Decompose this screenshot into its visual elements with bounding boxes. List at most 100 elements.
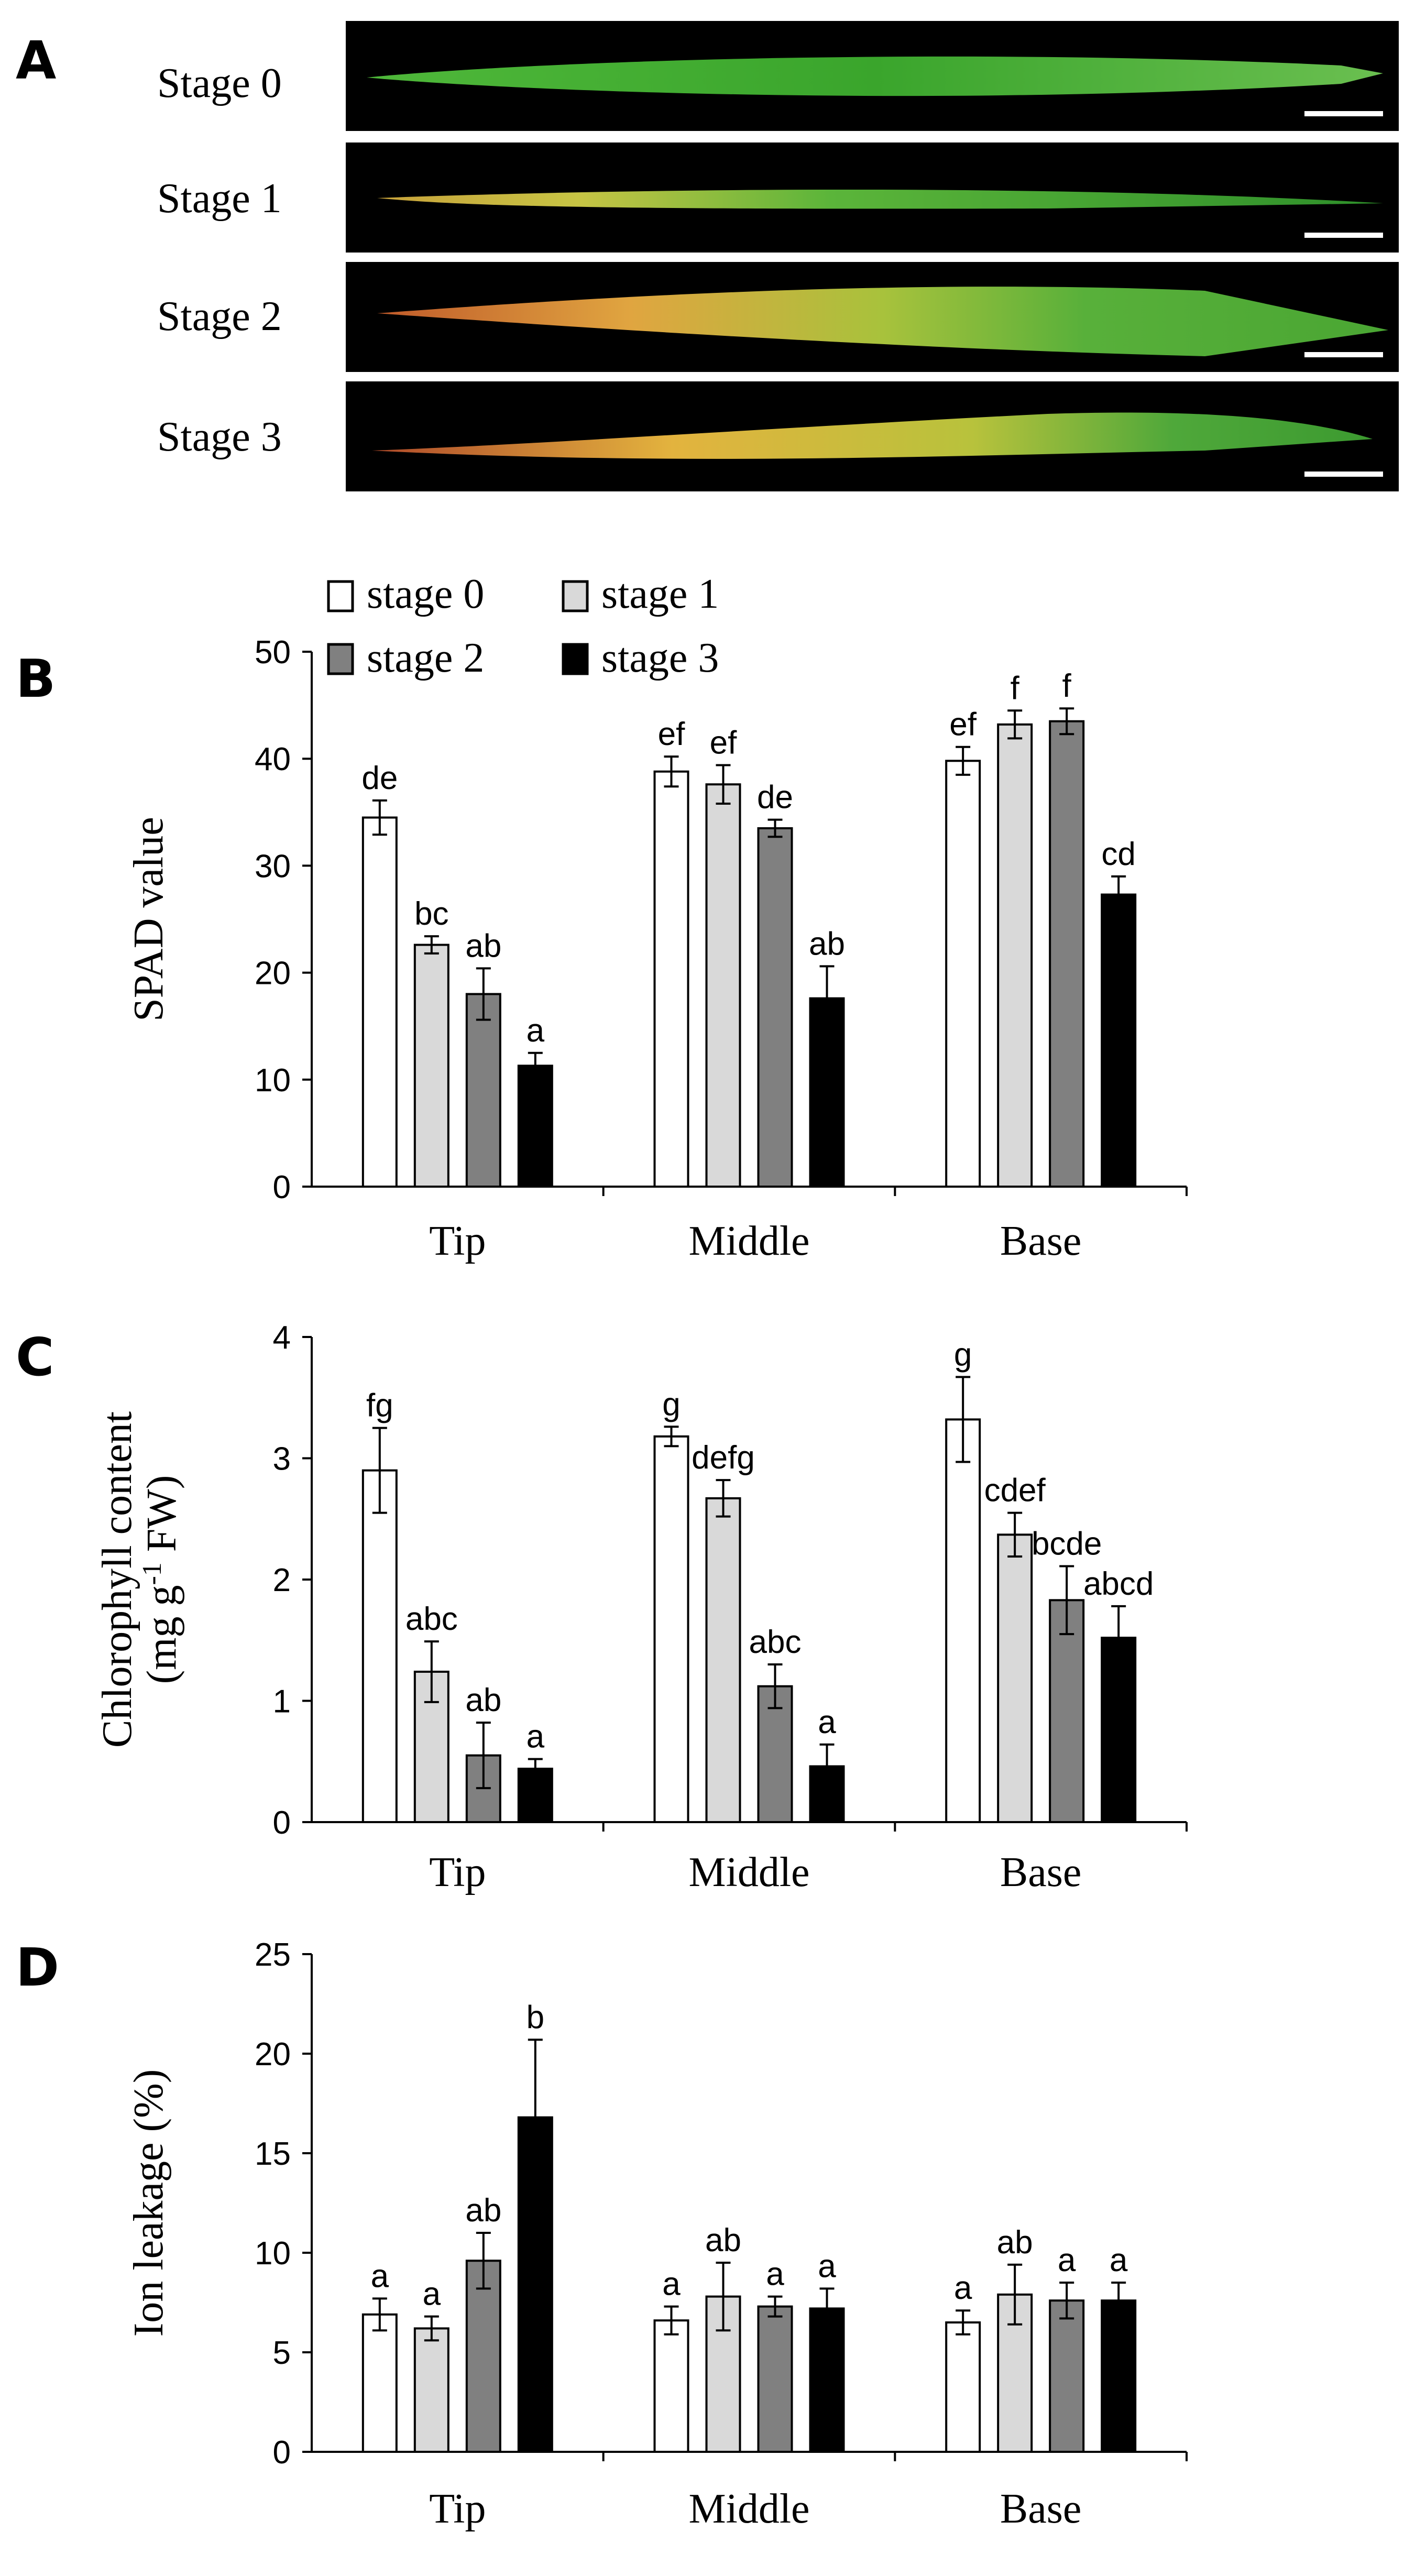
significance-label: a xyxy=(371,2258,389,2294)
bar xyxy=(361,1469,398,1823)
category-label: Tip xyxy=(429,1849,486,1895)
significance-label: a xyxy=(766,2256,784,2293)
significance-label: ef xyxy=(658,716,685,752)
significance-label: a xyxy=(526,1013,545,1049)
significance-label: a xyxy=(818,1704,836,1740)
y-tick-label: 15 xyxy=(255,2136,291,2172)
y-axis-label: Chlorophyll content xyxy=(94,1411,140,1748)
bar xyxy=(1049,1599,1085,1823)
significance-label: ab xyxy=(705,2222,741,2259)
significance-label: g xyxy=(662,1386,680,1422)
bar xyxy=(413,944,449,1188)
y-tick-label: 50 xyxy=(255,634,291,671)
bar xyxy=(1101,2299,1137,2453)
bar xyxy=(1101,893,1137,1188)
bar xyxy=(757,2305,793,2453)
bar xyxy=(1049,2299,1085,2453)
significance-label: cdef xyxy=(984,1473,1046,1509)
legend-swatch-stage-2 xyxy=(327,643,354,675)
category-label: Tip xyxy=(429,2486,486,2532)
legend-label-stage-3: stage 3 xyxy=(601,635,719,681)
y-tick-label: 30 xyxy=(255,848,291,884)
category-label: Middle xyxy=(688,1218,809,1264)
y-tick-label: 3 xyxy=(273,1441,291,1477)
bar xyxy=(945,2321,981,2453)
stage-label-1: Stage 1 xyxy=(157,176,282,222)
scale-bar xyxy=(1304,472,1383,477)
significance-label: ef xyxy=(949,707,977,743)
bar xyxy=(653,2319,689,2453)
legend-swatch-stage-0 xyxy=(327,580,354,612)
significance-label: fg xyxy=(366,1388,393,1424)
bar xyxy=(361,2313,398,2453)
y-tick-label: 0 xyxy=(273,2435,291,2471)
significance-label: abc xyxy=(749,1624,802,1660)
stage-label-3: Stage 3 xyxy=(157,414,282,460)
y-tick-label: 10 xyxy=(255,2235,291,2272)
leaf-photo-stage-2 xyxy=(346,262,1399,372)
significance-label: abcd xyxy=(1083,1566,1154,1602)
stage-label-2: Stage 2 xyxy=(157,293,282,339)
bar xyxy=(465,993,501,1188)
bar xyxy=(757,827,793,1188)
significance-label: f xyxy=(1062,668,1072,704)
stage-label-0: Stage 0 xyxy=(157,60,282,106)
scale-bar xyxy=(1304,111,1383,116)
bar xyxy=(413,2327,449,2453)
significance-label: bc xyxy=(414,896,448,932)
bar xyxy=(945,760,981,1188)
y-tick-label: 20 xyxy=(255,2036,291,2073)
bar xyxy=(517,1065,553,1188)
significance-label: de xyxy=(757,780,793,816)
bar xyxy=(997,723,1033,1188)
significance-label: ab xyxy=(465,1682,501,1718)
significance-label: a xyxy=(423,2276,441,2312)
chart-legend: stage 0 stage 1 stage 2 stage 3 xyxy=(327,571,719,681)
significance-label: bcde xyxy=(1032,1526,1102,1562)
significance-label: a xyxy=(662,2266,681,2303)
y-tick-label: 0 xyxy=(273,1169,291,1205)
legend-label-stage-0: stage 0 xyxy=(367,571,484,617)
significance-label: de xyxy=(361,760,398,796)
scale-bar xyxy=(1304,233,1383,238)
significance-label: a xyxy=(818,2248,836,2284)
significance-label: a xyxy=(1110,2242,1128,2278)
significance-label: abc xyxy=(405,1601,458,1637)
scale-bar xyxy=(1304,352,1383,357)
y-tick-label: 5 xyxy=(273,2335,291,2371)
y-axis-label: SPAD value xyxy=(126,817,172,1021)
leaf-photo-stage-1 xyxy=(346,142,1399,253)
bar xyxy=(1049,720,1085,1188)
y-tick-label: 4 xyxy=(273,1320,291,1356)
category-label: Base xyxy=(1000,1849,1082,1895)
legend-label-stage-2: stage 2 xyxy=(367,635,484,681)
category-label: Base xyxy=(1000,1218,1082,1264)
bar xyxy=(705,1497,741,1823)
y-axis-label: Ion leakage (%) xyxy=(126,2069,172,2337)
bar xyxy=(945,1418,981,1823)
bar xyxy=(653,1435,689,1824)
category-label: Middle xyxy=(688,1849,809,1895)
significance-label: cd xyxy=(1101,836,1135,872)
leaf-photo-stage-3 xyxy=(346,381,1399,491)
bar xyxy=(997,1533,1033,1823)
bar xyxy=(465,2260,501,2453)
y-tick-label: 0 xyxy=(273,1805,291,1841)
significance-label: g xyxy=(954,1336,972,1373)
significance-label: ab xyxy=(465,928,501,964)
panel-d-letter: D xyxy=(16,1937,59,1998)
panel-b-letter: B xyxy=(16,648,56,709)
leaf-photo-stage-0 xyxy=(346,21,1399,131)
legend-swatch-stage-3 xyxy=(562,643,589,675)
bar xyxy=(361,816,398,1188)
y-tick-label: 1 xyxy=(273,1684,291,1720)
legend-swatch-stage-1 xyxy=(562,580,589,612)
chart-chlorophyll: 01234fgabcabaTipgdefgabcaMiddlegcdefbcde… xyxy=(94,1320,1188,1895)
bar xyxy=(809,2307,845,2453)
y-tick-label: 25 xyxy=(255,1937,291,1973)
significance-label: a xyxy=(1058,2242,1076,2278)
significance-label: b xyxy=(526,1999,544,2035)
